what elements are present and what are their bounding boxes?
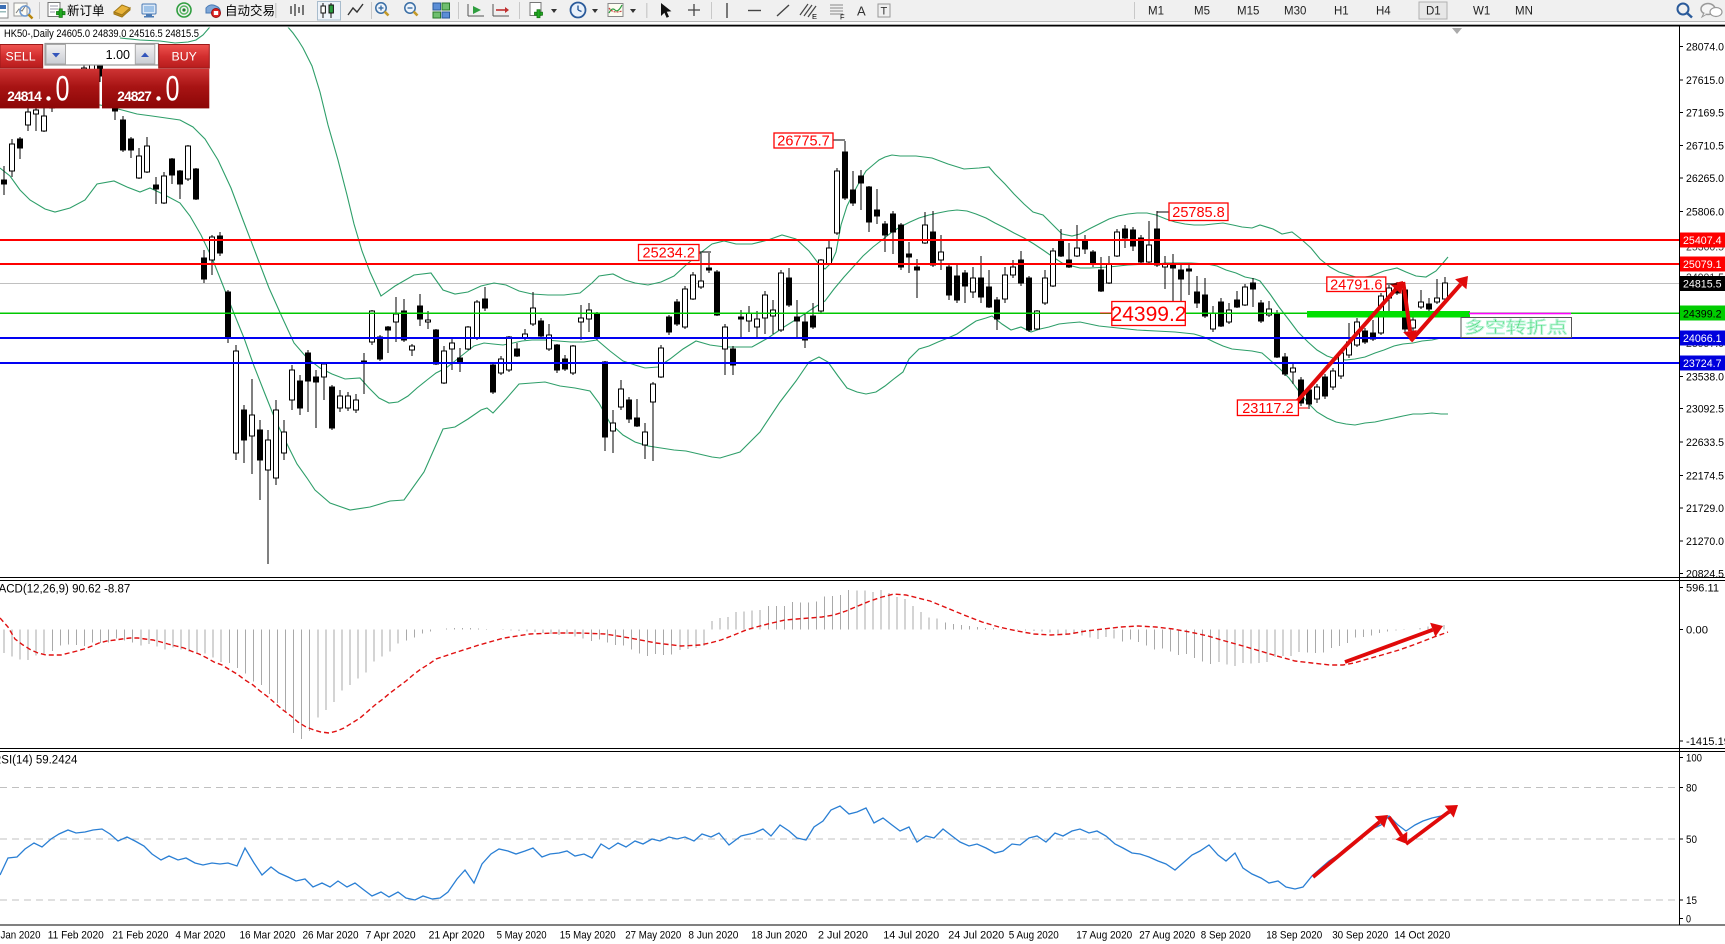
svg-text:50: 50 — [1686, 834, 1697, 846]
svg-text:M1: M1 — [1148, 6, 1164, 18]
svg-text:23092.5: 23092.5 — [1686, 404, 1724, 416]
svg-text:0: 0 — [1686, 914, 1691, 926]
svg-text:25785.8: 25785.8 — [1172, 205, 1224, 221]
svg-text:24399.2: 24399.2 — [1683, 308, 1722, 320]
svg-text:多空转折点: 多空转折点 — [1465, 317, 1569, 337]
svg-text:14 Oct 2020: 14 Oct 2020 — [1394, 930, 1450, 942]
svg-text:24814: 24814 — [7, 89, 42, 104]
svg-text:RSI(14) 59.2424: RSI(14) 59.2424 — [0, 755, 78, 767]
svg-text:25407.4: 25407.4 — [1683, 235, 1722, 247]
svg-text:26710.5: 26710.5 — [1686, 141, 1724, 153]
svg-text:W1: W1 — [1473, 6, 1490, 18]
svg-text:0: 0 — [166, 70, 180, 109]
svg-text:15: 15 — [1686, 895, 1697, 907]
svg-text:25806.0: 25806.0 — [1686, 207, 1724, 219]
svg-text:8 Sep 2020: 8 Sep 2020 — [1201, 930, 1251, 942]
svg-text:24791.6: 24791.6 — [1330, 277, 1382, 293]
svg-text:1.00: 1.00 — [106, 48, 130, 62]
svg-text:7 Apr 2020: 7 Apr 2020 — [366, 930, 416, 942]
svg-text:21729.0: 21729.0 — [1686, 503, 1724, 515]
svg-text:自动交易: 自动交易 — [225, 3, 275, 18]
svg-text:18 Sep 2020: 18 Sep 2020 — [1266, 930, 1322, 942]
svg-text:MN: MN — [1515, 6, 1533, 18]
svg-text:23117.2: 23117.2 — [1242, 401, 1293, 417]
svg-text:30 Sep 2020: 30 Sep 2020 — [1332, 930, 1388, 942]
svg-text:26265.0: 26265.0 — [1686, 173, 1724, 185]
svg-text:BUY: BUY — [172, 50, 197, 64]
svg-text:24815.5: 24815.5 — [1683, 279, 1722, 291]
svg-text:27 Aug 2020: 27 Aug 2020 — [1139, 930, 1195, 942]
svg-text:M30: M30 — [1284, 6, 1306, 18]
svg-text:27615.0: 27615.0 — [1686, 75, 1724, 87]
svg-text:5 Aug 2020: 5 Aug 2020 — [1009, 930, 1059, 942]
svg-text:28074.0: 28074.0 — [1686, 42, 1724, 54]
svg-text:14 Jul 2020: 14 Jul 2020 — [883, 930, 939, 942]
svg-text:4 Mar 2020: 4 Mar 2020 — [175, 930, 225, 942]
svg-text:26775.7: 26775.7 — [777, 134, 829, 150]
svg-text:18 Jun 2020: 18 Jun 2020 — [751, 930, 807, 942]
svg-text:27 May 2020: 27 May 2020 — [625, 930, 681, 942]
svg-text:11 Feb 2020: 11 Feb 2020 — [48, 930, 104, 942]
svg-text:H4: H4 — [1376, 6, 1391, 18]
svg-text:E: E — [812, 12, 817, 21]
svg-text:22633.5: 22633.5 — [1686, 437, 1724, 449]
svg-text:24066.1: 24066.1 — [1683, 333, 1722, 345]
svg-text:0: 0 — [56, 70, 70, 109]
svg-text:17 Aug 2020: 17 Aug 2020 — [1076, 930, 1132, 942]
svg-text:23538.0: 23538.0 — [1686, 371, 1724, 383]
svg-text:0.00: 0.00 — [1686, 625, 1708, 637]
svg-text:80: 80 — [1686, 783, 1697, 795]
svg-text:26 Mar 2020: 26 Mar 2020 — [303, 930, 359, 942]
svg-text:-1415.19: -1415.19 — [1686, 736, 1725, 748]
svg-text:新订单: 新订单 — [67, 3, 105, 18]
svg-text:MACD(12,26,9) 90.62 -8.87: MACD(12,26,9) 90.62 -8.87 — [0, 584, 130, 596]
svg-text:A: A — [857, 4, 866, 19]
svg-text:Jan 2020: Jan 2020 — [1, 930, 41, 942]
svg-text:F: F — [840, 13, 845, 22]
svg-text:25234.2: 25234.2 — [643, 246, 695, 262]
svg-text:596.11: 596.11 — [1686, 583, 1719, 595]
svg-text:24827: 24827 — [117, 89, 152, 104]
svg-text:T: T — [881, 6, 888, 18]
svg-text:D1: D1 — [1426, 6, 1441, 18]
svg-text:20824.5: 20824.5 — [1686, 569, 1724, 581]
svg-text:M15: M15 — [1237, 6, 1259, 18]
svg-text:21270.0: 21270.0 — [1686, 536, 1724, 548]
svg-text:100: 100 — [1686, 753, 1702, 765]
svg-text:21 Feb 2020: 21 Feb 2020 — [112, 930, 168, 942]
svg-text:25079.1: 25079.1 — [1683, 259, 1722, 271]
svg-text:2 Jul 2020: 2 Jul 2020 — [818, 930, 868, 942]
svg-text:SELL: SELL — [6, 50, 36, 64]
svg-text:23724.7: 23724.7 — [1683, 358, 1722, 370]
svg-text:8 Jun 2020: 8 Jun 2020 — [688, 930, 738, 942]
svg-text:27169.5: 27169.5 — [1686, 107, 1724, 119]
svg-text:15 May 2020: 15 May 2020 — [560, 930, 616, 942]
svg-text:22174.5: 22174.5 — [1686, 470, 1724, 482]
svg-text:24 Jul 2020: 24 Jul 2020 — [948, 930, 1004, 942]
svg-text:16 Mar 2020: 16 Mar 2020 — [240, 930, 296, 942]
svg-text:M5: M5 — [1194, 6, 1210, 18]
svg-text:HK50-,Daily 24605.0 24839.0 2: HK50-,Daily 24605.0 24839.0 24516.5 2481… — [4, 28, 199, 40]
svg-text:21 Apr 2020: 21 Apr 2020 — [429, 930, 485, 942]
svg-text:H1: H1 — [1334, 6, 1349, 18]
svg-text:5 May 2020: 5 May 2020 — [497, 930, 547, 942]
svg-text:24399.2: 24399.2 — [1111, 303, 1187, 326]
